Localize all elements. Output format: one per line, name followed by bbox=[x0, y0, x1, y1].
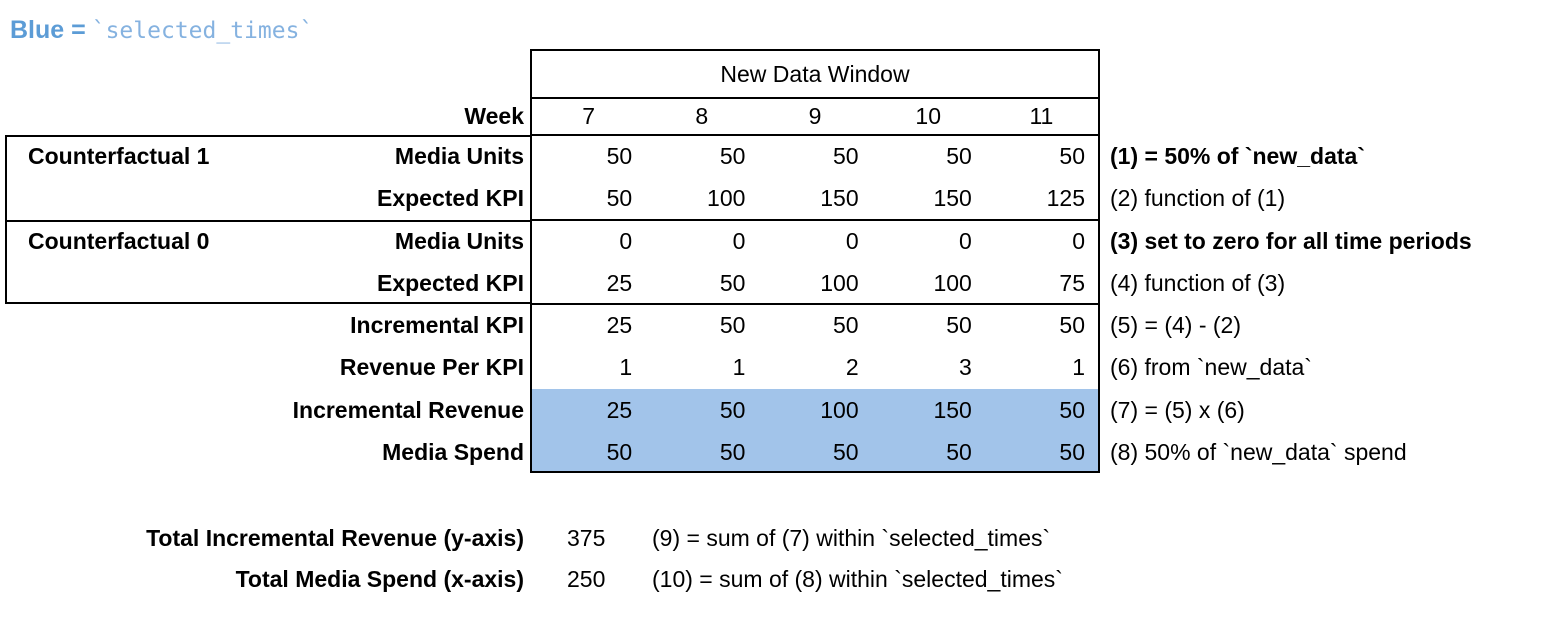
note-1: (1) = 50% of `new_data` bbox=[1110, 143, 1365, 169]
note-5: (5) = (4) - (2) bbox=[1110, 312, 1241, 338]
cell: 100 bbox=[820, 396, 859, 423]
total-incremental-revenue-value: 375 bbox=[567, 525, 606, 551]
table-row: 1 1 2 3 1 bbox=[532, 346, 1098, 388]
legend: Blue = `selected_times` bbox=[10, 16, 313, 50]
row-label-media-units-cf1: Media Units bbox=[394, 143, 524, 169]
week-number: 7 bbox=[582, 103, 595, 129]
cell: 25 bbox=[606, 312, 633, 338]
cell: 1 bbox=[619, 354, 633, 381]
cell: 100 bbox=[707, 185, 746, 212]
table-row: 25 50 100 100 75 bbox=[532, 262, 1098, 304]
cell: 3 bbox=[959, 354, 972, 381]
cell: 50 bbox=[833, 143, 859, 169]
counterfactual-1-label: Counterfactual 1 bbox=[28, 143, 210, 169]
week-number: 8 bbox=[695, 103, 709, 129]
note-2: (2) function of (1) bbox=[1110, 185, 1286, 212]
cell: 0 bbox=[845, 227, 859, 254]
data-table: New Data Window 7 8 9 10 11 50 50 50 50 … bbox=[530, 49, 1100, 473]
row-label-revenue-per-kpi: Revenue Per KPI bbox=[339, 354, 524, 381]
note-9: (9) = sum of (7) within `selected_times` bbox=[652, 525, 1051, 551]
table-row: 25 50 50 50 50 bbox=[532, 304, 1098, 346]
row-label-expected-kpi-cf0: Expected KPI bbox=[377, 269, 524, 296]
cell: 50 bbox=[946, 438, 972, 465]
cell: 25 bbox=[606, 269, 633, 296]
table-row-highlighted: 50 50 50 50 50 bbox=[532, 431, 1098, 473]
table-row: 0 0 0 0 0 bbox=[532, 220, 1098, 262]
week-number: 10 bbox=[915, 103, 941, 129]
cell: 100 bbox=[933, 269, 972, 296]
cell: 150 bbox=[820, 185, 859, 212]
row-label-incremental-kpi: Incremental KPI bbox=[350, 312, 524, 338]
cell: 50 bbox=[1059, 438, 1086, 465]
total-incremental-revenue-label: Total Incremental Revenue (y-axis) bbox=[146, 525, 524, 551]
note-4: (4) function of (3) bbox=[1110, 269, 1286, 296]
cell: 50 bbox=[1059, 143, 1086, 169]
note-6: (6) from `new_data` bbox=[1110, 354, 1312, 381]
legend-label: Blue = bbox=[10, 16, 86, 44]
cell: 50 bbox=[1059, 312, 1086, 338]
week-number: 9 bbox=[808, 103, 822, 129]
cell: 1 bbox=[732, 354, 746, 381]
total-incremental-revenue-row: Total Incremental Revenue (y-axis) 375 (… bbox=[0, 517, 1544, 559]
row-label-incremental-revenue: Incremental Revenue bbox=[292, 396, 524, 423]
cell: 50 bbox=[606, 143, 633, 169]
cell: 50 bbox=[833, 438, 859, 465]
cell: 75 bbox=[1059, 269, 1086, 296]
cell: 50 bbox=[719, 269, 746, 296]
week-label: Week bbox=[464, 103, 524, 129]
table-row-highlighted: 25 50 100 150 50 bbox=[532, 389, 1098, 431]
cell: 50 bbox=[719, 143, 746, 169]
counterfactual-boxes bbox=[5, 135, 530, 304]
total-media-spend-row: Total Media Spend (x-axis) 250 (10) = su… bbox=[0, 558, 1544, 600]
cell: 150 bbox=[933, 396, 972, 423]
note-3: (3) set to zero for all time periods bbox=[1110, 227, 1472, 254]
note-8: (8) 50% of `new_data` spend bbox=[1110, 438, 1407, 465]
cell: 50 bbox=[719, 438, 746, 465]
cell: 0 bbox=[619, 227, 633, 254]
row-label-expected-kpi-cf1: Expected KPI bbox=[377, 185, 524, 212]
note-7: (7) = (5) x (6) bbox=[1110, 396, 1245, 423]
cell: 0 bbox=[1072, 227, 1086, 254]
selected-times-highlight bbox=[532, 388, 1098, 471]
cell: 1 bbox=[1072, 354, 1086, 381]
cell: 50 bbox=[606, 438, 633, 465]
gridline-below-header bbox=[532, 97, 1098, 99]
cell: 25 bbox=[606, 396, 633, 423]
cell: 50 bbox=[719, 312, 746, 338]
cell: 50 bbox=[719, 396, 746, 423]
counterfactual-divider bbox=[7, 219, 530, 222]
table-row: 50 50 50 50 50 bbox=[532, 135, 1098, 177]
gridline-below-cf0 bbox=[532, 303, 1098, 305]
row-label-media-units-cf0: Media Units bbox=[394, 227, 524, 254]
cell: 50 bbox=[606, 185, 633, 212]
cell: 50 bbox=[946, 312, 972, 338]
cell: 0 bbox=[959, 227, 972, 254]
cell: 100 bbox=[820, 269, 859, 296]
week-number: 11 bbox=[1029, 103, 1054, 129]
cell: 2 bbox=[845, 354, 859, 381]
row-label-media-spend: Media Spend bbox=[382, 438, 524, 465]
week-number-row: 7 8 9 10 11 bbox=[532, 97, 1098, 135]
cell: 125 bbox=[1046, 185, 1086, 212]
cell: 50 bbox=[1059, 396, 1086, 423]
table-row: 50 100 150 150 125 bbox=[532, 177, 1098, 219]
legend-code: `selected_times` bbox=[91, 18, 314, 44]
note-10: (10) = sum of (8) within `selected_times… bbox=[652, 566, 1063, 592]
gridline-below-week-row bbox=[532, 134, 1098, 136]
cell: 150 bbox=[933, 185, 972, 212]
counterfactual-0-label: Counterfactual 0 bbox=[28, 227, 210, 254]
total-media-spend-value: 250 bbox=[567, 566, 606, 592]
cell: 50 bbox=[946, 143, 972, 169]
gridline-below-cf1 bbox=[532, 218, 1098, 221]
cell: 0 bbox=[732, 227, 746, 254]
table-header: New Data Window bbox=[720, 61, 910, 87]
cell: 50 bbox=[833, 312, 859, 338]
total-media-spend-label: Total Media Spend (x-axis) bbox=[235, 566, 524, 592]
